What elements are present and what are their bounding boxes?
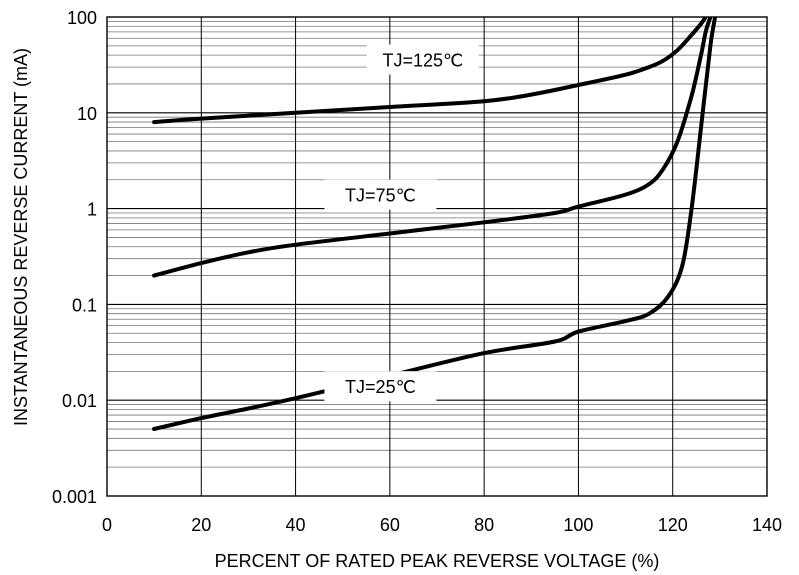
x-tick-label: 60 [380,515,400,535]
x-tick-label: 140 [752,515,782,535]
y-tick-label: 0.1 [72,295,97,315]
y-tick-labels: 0.001 0.01 0.1 1 10 100 [52,8,97,507]
x-tick-label: 0 [102,515,112,535]
series-labels: TJ=125℃ TJ=75℃ TJ=25℃ [324,44,479,402]
x-tick-label: 20 [191,515,211,535]
series-label-background [366,44,479,75]
y-axis-label: INSTANTANEOUS REVERSE CURRENT (mA) [11,48,31,426]
series-label-tj-25: TJ=25℃ [345,377,416,397]
x-tick-label: 40 [286,515,306,535]
plot-frame [106,16,768,497]
series-label-background [324,371,437,402]
y-tick-label: 1 [87,200,97,220]
x-tick-label: 120 [658,515,688,535]
y-tick-label: 10 [77,104,97,124]
series-label-background [324,179,437,210]
series-label-tj-75: TJ=75℃ [345,186,416,206]
x-tick-label: 80 [474,515,494,535]
series-label-tj-125: TJ=125℃ [382,51,463,71]
series-line-tj-125 [152,17,708,125]
series-line-tj-25 [152,17,718,431]
major-gridlines [107,17,767,497]
y-tick-label: 0.01 [62,391,97,411]
y-tick-label: 100 [67,8,97,28]
x-tick-label: 100 [563,515,593,535]
series-layer [152,17,718,431]
x-axis-label: PERCENT OF RATED PEAK REVERSE VOLTAGE (%… [215,551,660,571]
y-tick-label: 0.001 [52,487,97,507]
series-line-tj-75 [152,17,713,278]
x-tick-labels: 0 20 40 60 80 100 120 140 [102,515,782,535]
